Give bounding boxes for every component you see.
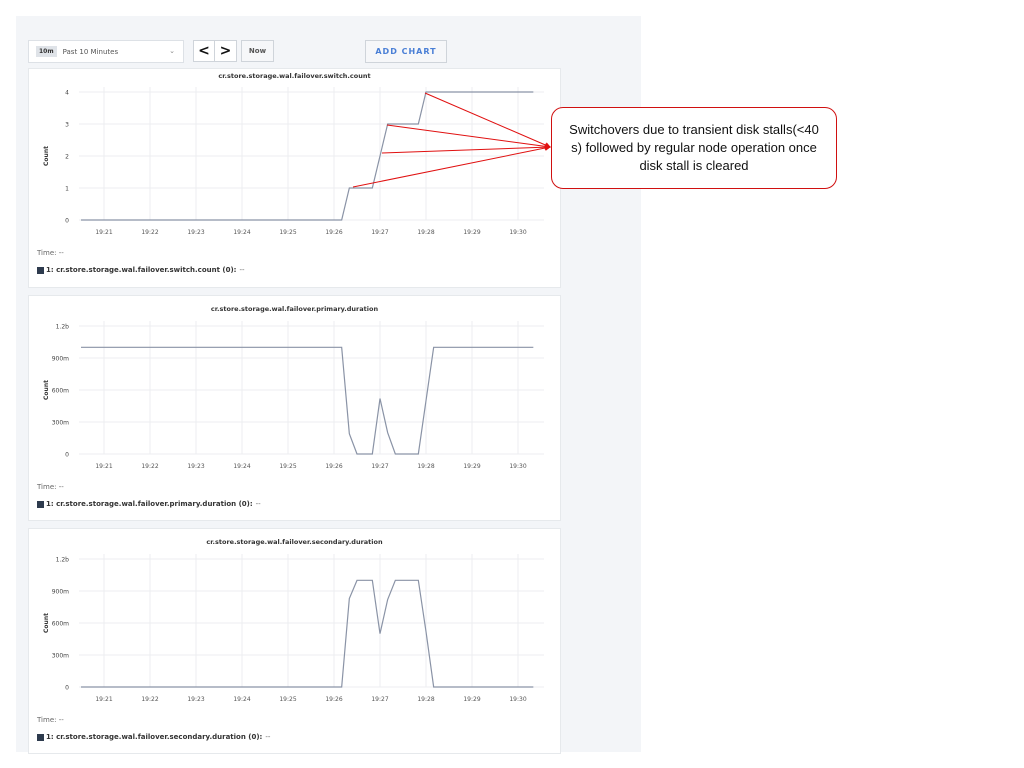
y-axis-label: Count	[43, 613, 50, 633]
y-tick-label: 300m	[52, 420, 69, 427]
legend-item[interactable]: 1: cr.store.storage.wal.failover.primary…	[37, 500, 261, 508]
x-tick-label: 19:26	[325, 463, 342, 470]
time-label: Time:	[37, 249, 57, 257]
chevron-left-icon: <	[198, 43, 210, 59]
legend-swatch	[37, 266, 44, 274]
time-label: Time:	[37, 716, 57, 724]
time-range-select[interactable]: 10m Past 10 Minutes ⌄	[28, 40, 184, 63]
x-tick-label: 19:29	[463, 463, 480, 470]
x-tick-label: 19:27	[371, 696, 388, 703]
x-tick-label: 19:22	[141, 463, 158, 470]
x-tick-label: 19:24	[233, 463, 250, 470]
legend-series-name: 1: cr.store.storage.wal.failover.seconda…	[46, 733, 263, 741]
x-tick-label: 19:23	[187, 463, 204, 470]
x-tick-label: 19:27	[371, 229, 388, 236]
chart-plot: 0 1 2 3 4 19:21 19:22 19:23 19:24 19:25 19:26 19:27…	[43, 87, 544, 236]
previous-range-button[interactable]: <	[193, 40, 215, 62]
legend-series-name: 1: cr.store.storage.wal.failover.primary…	[46, 500, 253, 508]
x-tick-label: 19:24	[233, 229, 250, 236]
x-tick-label: 19:23	[187, 229, 204, 236]
y-tick-label: 0	[65, 685, 69, 692]
legend-series-name: 1: cr.store.storage.wal.failover.switch.…	[46, 266, 237, 274]
chart-title: cr.store.storage.wal.failover.secondary.…	[206, 538, 383, 546]
annotation-callout: Switchovers due to transient disk stalls…	[551, 107, 837, 189]
time-value: --	[58, 249, 64, 257]
x-tick-label: 19:21	[95, 229, 112, 236]
y-tick-label: 900m	[52, 356, 69, 363]
x-tick-label: 19:22	[141, 229, 158, 236]
x-tick-label: 19:30	[509, 696, 526, 703]
x-tick-label: 19:28	[417, 696, 434, 703]
x-tick-label: 19:30	[509, 229, 526, 236]
time-value: --	[58, 483, 64, 491]
next-range-button[interactable]: >	[214, 40, 237, 62]
x-tick-label: 19:26	[325, 229, 342, 236]
x-tick-label: 19:24	[233, 696, 250, 703]
x-tick-label: 19:26	[325, 696, 342, 703]
legend-item[interactable]: 1: cr.store.storage.wal.failover.switch.…	[37, 266, 245, 274]
x-tick-label: 19:21	[95, 463, 112, 470]
y-tick-label: 600m	[52, 621, 69, 628]
legend-swatch	[37, 500, 44, 508]
y-tick-label: 2	[65, 154, 69, 161]
y-tick-label: 0	[65, 218, 69, 225]
y-axis-label: Count	[43, 380, 50, 400]
y-tick-label: 3	[65, 122, 69, 129]
x-tick-label: 19:25	[279, 463, 296, 470]
range-badge: 10m	[36, 46, 57, 57]
x-tick-label: 19:21	[95, 696, 112, 703]
y-axis-label: Count	[43, 146, 50, 166]
legend-series-value: --	[255, 500, 261, 508]
chart-card-switch-count: cr.store.storage.wal.failover.switch.cou…	[28, 68, 561, 288]
chart-card-primary-duration: cr.store.storage.wal.failover.primary.du…	[28, 295, 561, 521]
time-label: Time:	[37, 483, 57, 491]
add-chart-button[interactable]: ADD CHART	[365, 40, 447, 63]
x-tick-label: 19:28	[417, 463, 434, 470]
x-tick-label: 19:25	[279, 696, 296, 703]
time-readout: Time: --	[37, 483, 64, 491]
y-tick-label: 300m	[52, 653, 69, 660]
x-tick-label: 19:27	[371, 463, 388, 470]
y-tick-label: 1	[65, 186, 69, 193]
chart-plot: 0 300m 600m 900m 1.2b 19:21 19:22 19:23 19:24 19:…	[43, 321, 544, 470]
time-readout: Time: --	[37, 249, 64, 257]
y-tick-label: 1.2b	[56, 324, 70, 331]
now-button[interactable]: Now	[241, 40, 274, 62]
x-tick-label: 19:30	[509, 463, 526, 470]
x-tick-label: 19:23	[187, 696, 204, 703]
y-tick-label: 4	[65, 90, 69, 97]
series-line	[81, 579, 534, 688]
y-tick-label: 1.2b	[56, 557, 70, 564]
chevron-right-icon: >	[219, 43, 232, 59]
x-tick-label: 19:29	[463, 229, 480, 236]
x-tick-label: 19:22	[141, 696, 158, 703]
time-value: --	[58, 716, 64, 724]
legend-series-value: --	[265, 733, 271, 741]
y-tick-label: 0	[65, 452, 69, 459]
chart-card-secondary-duration: cr.store.storage.wal.failover.secondary.…	[28, 528, 561, 754]
chart-title: cr.store.storage.wal.failover.primary.du…	[210, 305, 379, 313]
range-label: Past 10 Minutes	[62, 47, 119, 56]
series-line	[81, 346, 534, 455]
legend-swatch	[37, 733, 44, 741]
chart-plot: 0 300m 600m 900m 1.2b 19:21 19:22 19:23 19:24 19:…	[43, 554, 544, 703]
chevron-down-icon: ⌄	[169, 47, 175, 55]
legend-item[interactable]: 1: cr.store.storage.wal.failover.seconda…	[37, 733, 270, 741]
chart-title: cr.store.storage.wal.failover.switch.cou…	[218, 72, 371, 80]
y-tick-label: 600m	[52, 388, 69, 395]
x-tick-label: 19:25	[279, 229, 296, 236]
time-readout: Time: --	[37, 716, 64, 724]
x-tick-label: 19:28	[417, 229, 434, 236]
y-tick-label: 900m	[52, 589, 69, 596]
x-tick-label: 19:29	[463, 696, 480, 703]
legend-series-value: --	[239, 266, 245, 274]
